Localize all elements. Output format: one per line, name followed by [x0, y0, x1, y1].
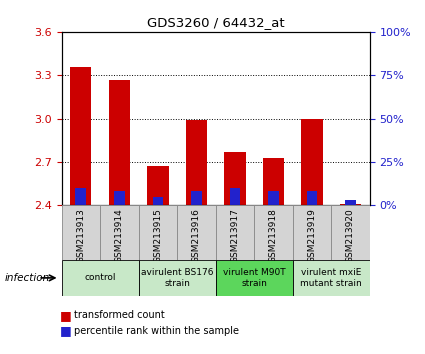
Text: transformed count: transformed count	[74, 310, 165, 320]
Text: control: control	[85, 273, 116, 282]
Text: avirulent BS176
strain: avirulent BS176 strain	[141, 268, 213, 287]
Bar	[76, 188, 86, 205]
Bar	[293, 205, 331, 260]
Bar	[263, 158, 284, 205]
Bar	[177, 205, 215, 260]
Bar	[70, 67, 91, 205]
Bar	[109, 80, 130, 205]
Text: infection: infection	[4, 273, 49, 283]
Bar	[224, 152, 246, 205]
Text: ■: ■	[60, 325, 71, 337]
Bar	[153, 196, 163, 205]
Bar	[301, 119, 323, 205]
Bar	[147, 166, 168, 205]
Bar	[345, 200, 356, 205]
Text: ■: ■	[60, 309, 71, 321]
Text: GSM213913: GSM213913	[76, 208, 85, 263]
Bar	[293, 260, 370, 296]
Bar	[340, 204, 361, 205]
Bar	[215, 260, 293, 296]
Bar	[62, 260, 139, 296]
Bar	[230, 188, 240, 205]
Bar	[306, 192, 317, 205]
Bar	[62, 205, 100, 260]
Bar	[100, 205, 139, 260]
Bar	[215, 205, 254, 260]
Text: GSM213916: GSM213916	[192, 208, 201, 263]
Text: GSM213914: GSM213914	[115, 208, 124, 263]
Bar	[139, 205, 177, 260]
Bar	[186, 120, 207, 205]
Text: virulent M90T
strain: virulent M90T strain	[223, 268, 286, 287]
Text: GSM213919: GSM213919	[307, 208, 317, 263]
Bar	[191, 192, 202, 205]
Bar	[139, 260, 215, 296]
Bar	[331, 205, 370, 260]
Title: GDS3260 / 64432_at: GDS3260 / 64432_at	[147, 16, 284, 29]
Text: GSM213920: GSM213920	[346, 208, 355, 263]
Text: virulent mxiE
mutant strain: virulent mxiE mutant strain	[300, 268, 362, 287]
Bar	[254, 205, 293, 260]
Bar	[114, 192, 125, 205]
Text: percentile rank within the sample: percentile rank within the sample	[74, 326, 239, 336]
Text: GSM213918: GSM213918	[269, 208, 278, 263]
Bar	[268, 192, 279, 205]
Text: GSM213917: GSM213917	[230, 208, 239, 263]
Text: GSM213915: GSM213915	[153, 208, 162, 263]
